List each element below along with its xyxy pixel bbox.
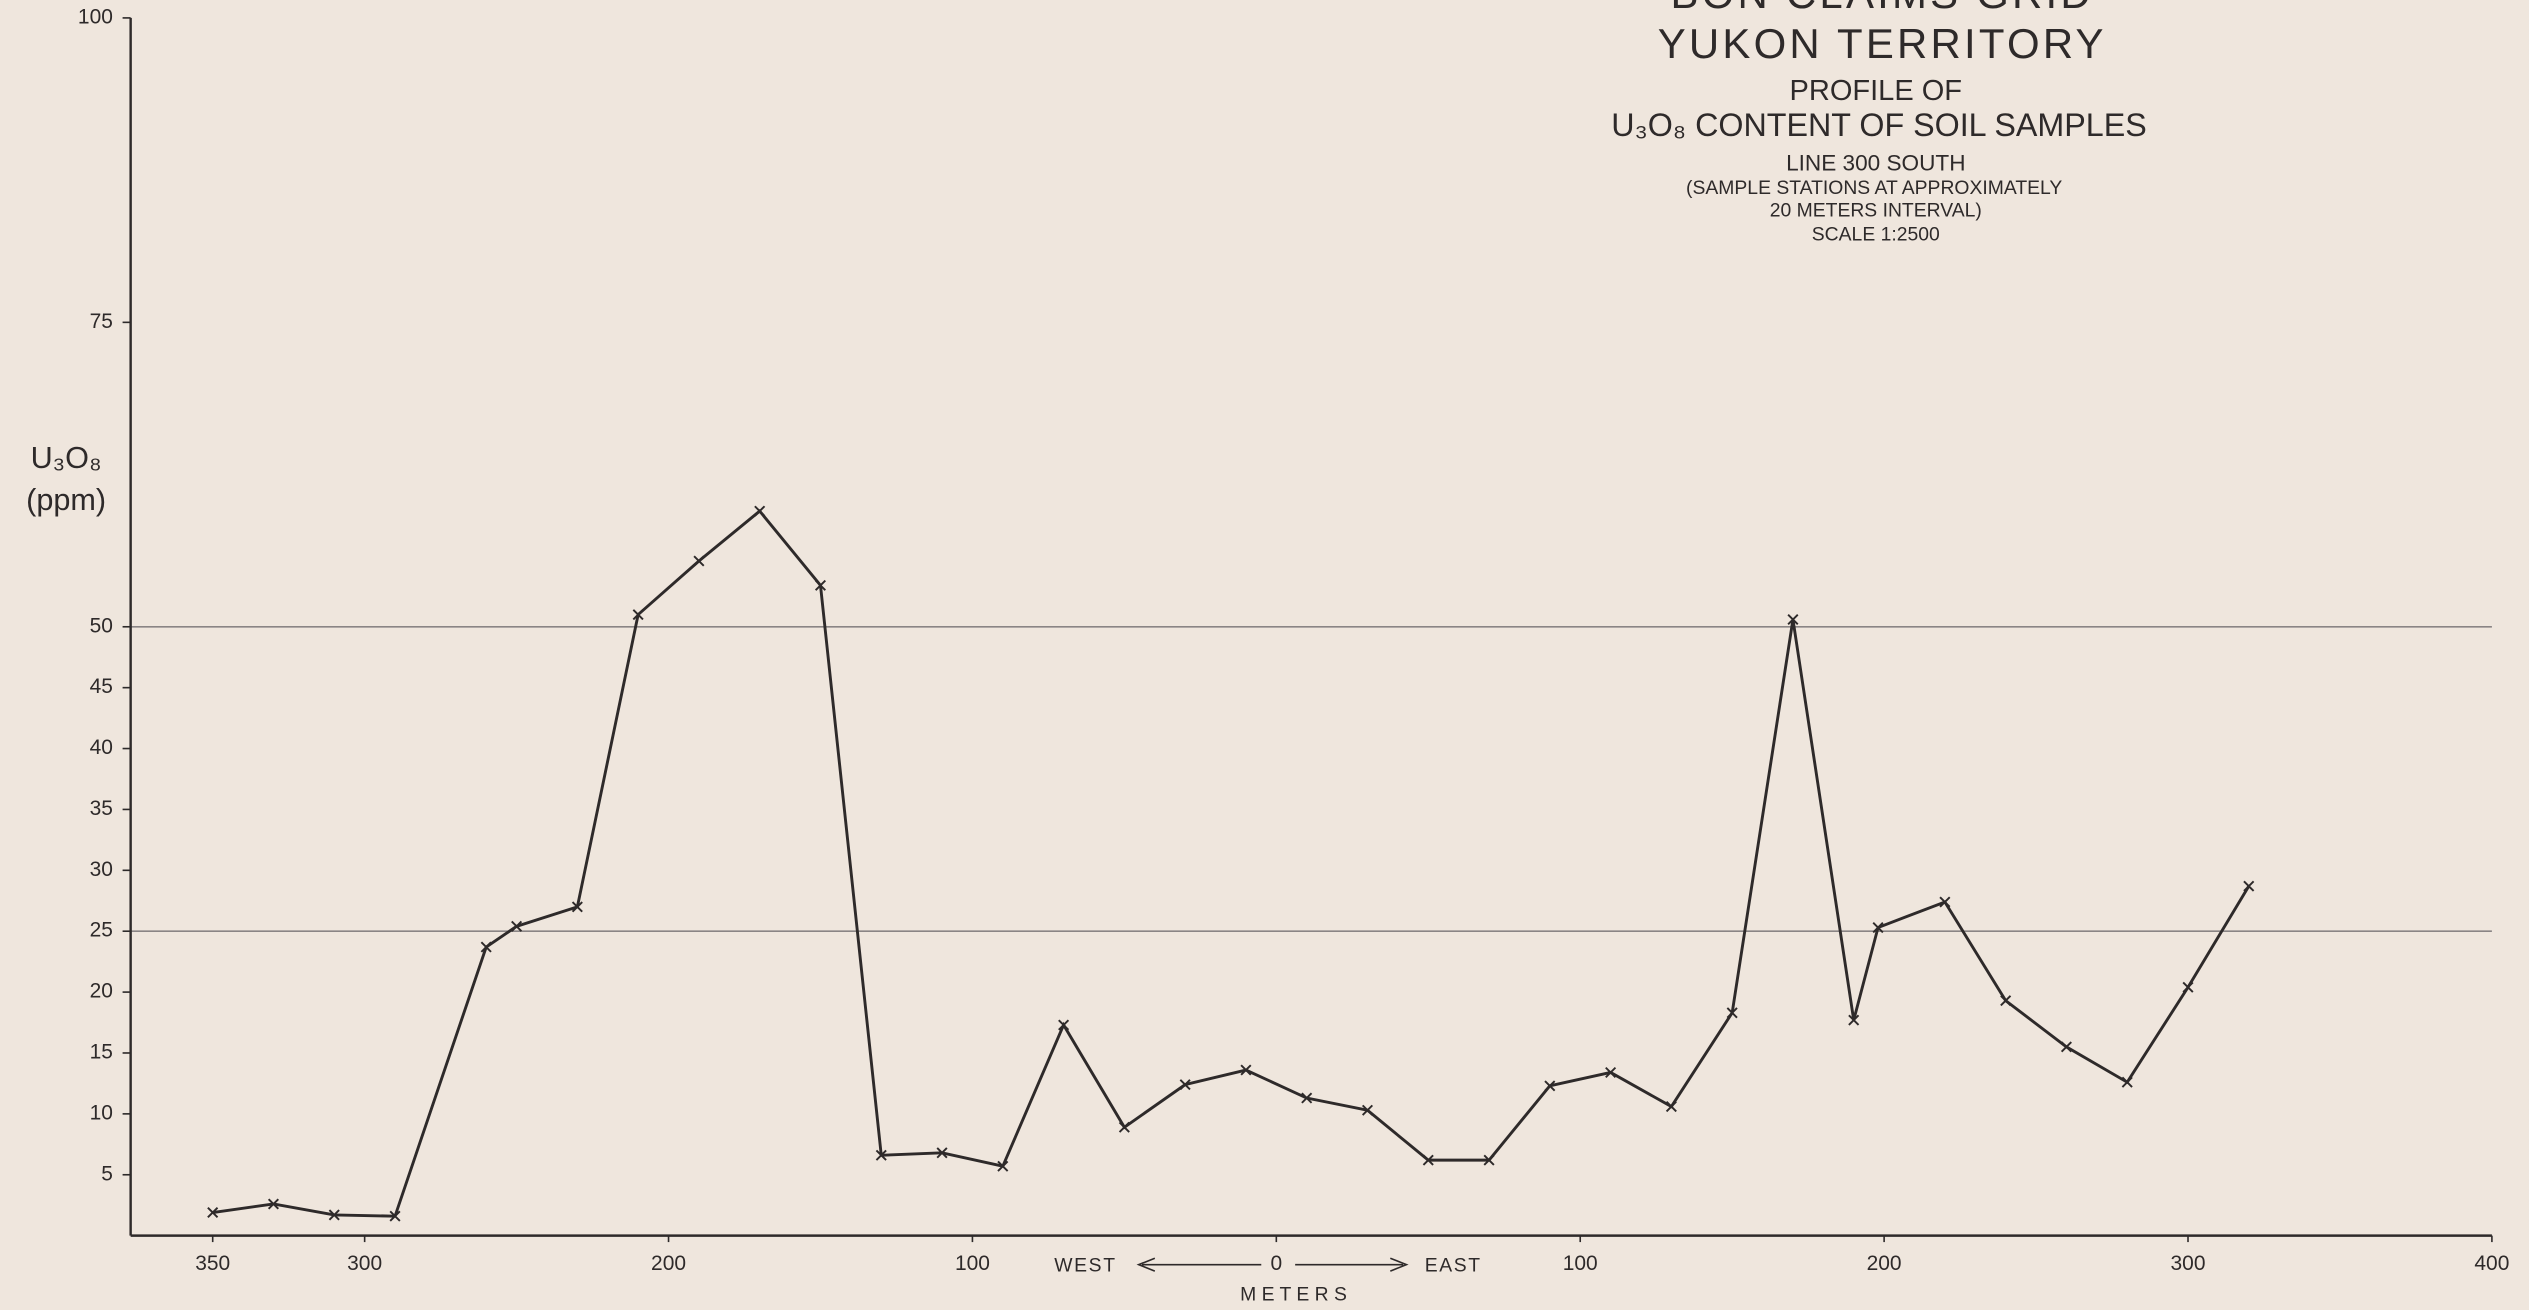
data-point — [2121, 1076, 2133, 1088]
subtitle: (SAMPLE STATIONS AT APPROXIMATELY — [1686, 177, 2062, 199]
y-axis-label: (ppm) — [26, 483, 106, 517]
data-point — [1939, 896, 1951, 908]
direction-arrows — [1136, 1257, 1409, 1272]
data-point — [511, 920, 523, 932]
data-point — [693, 555, 705, 567]
data-point — [2060, 1041, 2072, 1053]
data-point — [1872, 922, 1884, 934]
y-tick-label: 35 — [90, 797, 113, 820]
arrow-head — [1390, 1257, 1409, 1272]
y-tick-label: 45 — [90, 675, 113, 698]
data-point — [936, 1147, 948, 1159]
data-point — [207, 1206, 219, 1219]
x-tick-label: 300 — [347, 1252, 382, 1275]
y-tick-label: 100 — [78, 5, 113, 28]
y-axis-label: U₃O₈ — [31, 441, 102, 475]
y-tick-label: 15 — [90, 1041, 113, 1064]
data-point — [875, 1149, 887, 1161]
data-point — [1058, 1019, 1070, 1031]
x-tick-label: 300 — [2171, 1252, 2206, 1275]
data-point — [571, 901, 583, 913]
subtitle: 20 METERS INTERVAL) — [1770, 200, 1982, 222]
data-point — [1240, 1064, 1252, 1076]
data-point — [814, 579, 827, 591]
x-tick-label: 350 — [195, 1252, 230, 1275]
chart-title: BON CLAIMS GRID — [1671, 0, 2094, 17]
data-point — [328, 1209, 340, 1221]
subtitle: PROFILE OF — [1790, 75, 1963, 107]
data-point — [2182, 981, 2194, 993]
data-point — [1665, 1101, 1677, 1113]
data-point — [632, 609, 644, 621]
data-point — [267, 1198, 279, 1210]
x-tick-label: 400 — [2474, 1252, 2509, 1275]
data-point — [2243, 880, 2255, 892]
y-tick-label: 40 — [90, 736, 113, 759]
west-label: WEST — [1054, 1254, 1116, 1276]
x-tick-label: 0 — [1270, 1252, 1282, 1275]
data-point — [1179, 1079, 1191, 1091]
data-point — [1848, 1014, 1860, 1026]
data-point — [2000, 995, 2012, 1007]
data-point — [1301, 1092, 1313, 1104]
y-tick-label: 75 — [90, 310, 113, 333]
subtitle: SCALE 1:2500 — [1812, 224, 1940, 246]
x-axis-label: M E T E R S — [1240, 1283, 1347, 1305]
x-tick-label: 100 — [1563, 1252, 1598, 1275]
data-point — [1787, 613, 1799, 625]
subtitle: U₃O₈ CONTENT OF SOIL SAMPLES — [1611, 107, 2146, 143]
y-tick-label: 20 — [90, 980, 113, 1003]
data-point — [480, 941, 492, 953]
arrow-head — [1136, 1257, 1156, 1272]
east-label: EAST — [1425, 1254, 1482, 1276]
y-tick-label: 5 — [101, 1162, 113, 1185]
y-tick-label: 50 — [90, 614, 113, 637]
x-tick-label: 200 — [651, 1252, 686, 1275]
x-tick-label: 100 — [955, 1252, 990, 1275]
data-point — [1605, 1066, 1617, 1078]
y-tick-label: 30 — [90, 858, 113, 881]
data-point — [1726, 1007, 1738, 1019]
data-point — [997, 1160, 1009, 1172]
y-tick-label: 10 — [90, 1101, 113, 1124]
subtitle: LINE 300 SOUTH — [1786, 151, 1965, 176]
data-point — [1118, 1121, 1130, 1133]
subtitle: YUKON TERRITORY — [1658, 20, 2107, 67]
data-point — [389, 1210, 401, 1222]
y-tick-label: 25 — [90, 919, 113, 942]
data-point — [1544, 1080, 1556, 1092]
data-point — [1361, 1104, 1374, 1116]
data-point — [1483, 1154, 1495, 1166]
x-tick-label: 200 — [1867, 1252, 1902, 1275]
data-point — [754, 505, 766, 517]
data-point — [1422, 1154, 1434, 1166]
